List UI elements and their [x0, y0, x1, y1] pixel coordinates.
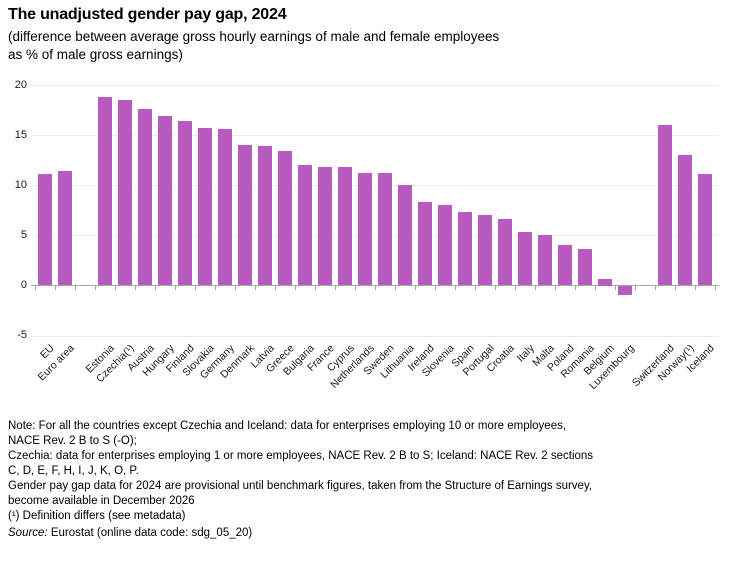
- bar-bulgaria: [298, 165, 312, 286]
- x-axis-tick: [655, 286, 656, 290]
- x-axis-tick: [695, 286, 696, 290]
- bar-malta: [538, 235, 552, 286]
- x-axis-tick: [255, 286, 256, 290]
- x-axis-tick: [135, 286, 136, 290]
- x-axis-tick: [535, 286, 536, 290]
- bar-norway: [678, 155, 692, 286]
- bar-netherlands: [358, 173, 372, 286]
- bar-belgium: [598, 278, 612, 286]
- x-axis-tick: [35, 286, 36, 290]
- bar-ireland: [418, 202, 432, 286]
- bar-eu: [38, 174, 52, 286]
- x-axis-tick: [315, 286, 316, 290]
- note-line: Gender pay gap data for 2024 are provisi…: [8, 480, 593, 492]
- bar-germany: [218, 129, 232, 286]
- bar-estonia: [98, 97, 112, 286]
- x-axis-tick: [595, 286, 596, 290]
- x-axis-tick: [615, 286, 616, 290]
- x-axis-tick: [415, 286, 416, 290]
- x-axis-tick: [575, 286, 576, 290]
- x-axis-tick: [275, 286, 276, 290]
- note-line: C, D, E, F, H, I, J, K, O, P.: [8, 465, 139, 477]
- note-line: become available in December 2026: [8, 495, 195, 507]
- bar-czechia: [118, 100, 132, 286]
- x-axis-tick: [55, 286, 56, 290]
- bar-slovakia: [198, 128, 212, 286]
- x-axis-tick: [375, 286, 376, 290]
- x-axis-tick: [455, 286, 456, 290]
- gridline--5: [31, 335, 719, 337]
- x-axis-tick: [175, 286, 176, 290]
- x-axis-tick: [295, 286, 296, 290]
- gridline-10: [31, 185, 719, 187]
- chart-subtitle-line-1: (difference between average gross hourly…: [8, 29, 500, 44]
- gridline-5: [31, 235, 719, 237]
- source-line: Source: Eurostat (online data code: sdg_…: [8, 527, 252, 539]
- bar-france: [318, 167, 332, 286]
- bar-italy: [518, 232, 532, 286]
- chart-title: The unadjusted gender pay gap, 2024: [8, 6, 287, 23]
- bar-romania: [578, 249, 592, 286]
- bar-cyprus: [338, 167, 352, 286]
- x-axis-tick: [335, 286, 336, 290]
- bar-hungary: [158, 116, 172, 286]
- bar-euro-area: [58, 171, 72, 286]
- source-label: Source:: [8, 527, 48, 539]
- bar-luxembourg: [618, 286, 632, 295]
- bar-poland: [558, 245, 572, 286]
- x-axis-tick: [395, 286, 396, 290]
- note-line: Note: For all the countries except Czech…: [8, 420, 567, 432]
- bar-iceland: [698, 174, 712, 286]
- chart-subtitle-line-2: as % of male gross earnings): [8, 47, 183, 62]
- bar-spain: [458, 212, 472, 286]
- x-axis-tick: [75, 286, 76, 290]
- gridline-20: [31, 85, 719, 87]
- bar-slovenia: [438, 205, 452, 286]
- x-axis-tick: [635, 286, 636, 290]
- x-axis-tick: [555, 286, 556, 290]
- bar-finland: [178, 121, 192, 286]
- footnote-definition-differs: (¹) Definition differs (see metadata): [8, 510, 186, 522]
- y-axis-tick-label: -5: [17, 329, 27, 342]
- gridline-15: [31, 135, 719, 137]
- x-axis-tick: [115, 286, 116, 290]
- x-axis-tick: [195, 286, 196, 290]
- x-axis-tick: [475, 286, 476, 290]
- bar-portugal: [478, 215, 492, 286]
- bar-austria: [138, 109, 152, 286]
- bar-switzerland: [658, 125, 672, 286]
- bar-lithuania: [398, 185, 412, 286]
- y-axis-tick-label: 0: [20, 279, 27, 291]
- bar-greece: [278, 151, 292, 286]
- x-axis-tick: [155, 286, 156, 290]
- y-axis-tick-label: 10: [14, 178, 27, 191]
- note-line: NACE Rev. 2 B to S (-O);: [8, 435, 137, 447]
- x-axis-tick: [215, 286, 216, 290]
- source-text: Eurostat (online data code: sdg_05_20): [47, 527, 253, 539]
- y-axis-tick-label: 5: [20, 228, 27, 241]
- note-line: Czechia: data for enterprises employing …: [8, 450, 594, 462]
- x-axis-tick: [235, 286, 236, 290]
- x-axis-tick: [495, 286, 496, 290]
- y-axis-tick-label: 20: [14, 78, 27, 91]
- bar-croatia: [498, 219, 512, 286]
- bar-sweden: [378, 173, 392, 286]
- x-axis-line: [31, 285, 719, 286]
- x-axis-tick: [435, 286, 436, 290]
- bar-latvia: [258, 146, 272, 286]
- x-axis-tick: [515, 286, 516, 290]
- x-axis-tick: [95, 286, 96, 290]
- x-axis-tick: [715, 286, 716, 290]
- x-axis-tick: [675, 286, 676, 290]
- x-axis-tick: [355, 286, 356, 290]
- bar-denmark: [238, 145, 252, 286]
- y-axis-tick-label: 15: [14, 128, 27, 141]
- chart-notes: Note: For all the countries except Czech…: [8, 419, 593, 509]
